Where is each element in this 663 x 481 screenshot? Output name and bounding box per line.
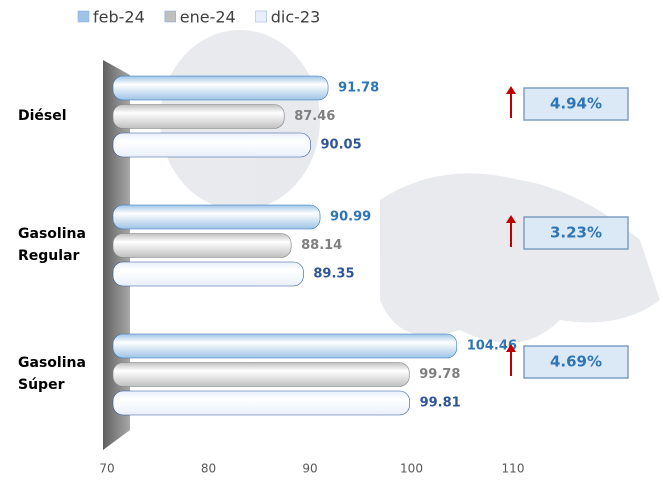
value-label: 90.99 [330, 210, 371, 225]
legend-swatch [255, 10, 267, 23]
legend-label: dic-23 [271, 8, 321, 27]
category-label: Diésel [18, 108, 67, 124]
change-label: 3.23% [550, 224, 602, 242]
x-tick-label: 110 [502, 462, 525, 476]
value-label: 90.05 [321, 138, 362, 153]
change-box [523, 216, 629, 250]
change-arrow-head [506, 215, 516, 223]
bar [112, 333, 458, 359]
x-tick-label: 100 [400, 462, 423, 476]
x-tick-label: 90 [302, 462, 317, 476]
bar [112, 362, 410, 387]
x-tick-label: 70 [99, 462, 114, 476]
change-arrow-head [506, 86, 516, 94]
bar [112, 204, 321, 230]
change-box [523, 345, 629, 379]
category-label: Gasolina Súper [18, 355, 86, 393]
x-tick-label: 80 [201, 462, 216, 476]
value-label: 89.35 [313, 267, 354, 282]
value-label: 91.78 [338, 81, 379, 96]
bar [112, 75, 329, 101]
change-label: 4.94% [550, 95, 602, 113]
bar [112, 233, 292, 258]
value-label: 88.14 [301, 238, 342, 253]
bar [112, 261, 304, 287]
change-box [523, 87, 629, 121]
change-arrow-head [506, 344, 516, 352]
bar [112, 132, 311, 158]
legend-label: ene-24 [180, 8, 236, 27]
legend-label: feb-24 [93, 8, 145, 27]
bar [112, 104, 285, 129]
value-label: 87.46 [294, 109, 335, 124]
value-label: 104.46 [467, 339, 517, 354]
bar [112, 390, 410, 416]
value-label: 99.81 [420, 396, 461, 411]
legend-swatch [164, 10, 177, 23]
change-label: 4.69% [550, 353, 602, 371]
category-label: Gasolina Regular [18, 226, 86, 264]
value-label: 99.78 [419, 367, 460, 382]
legend-swatch [77, 10, 90, 23]
